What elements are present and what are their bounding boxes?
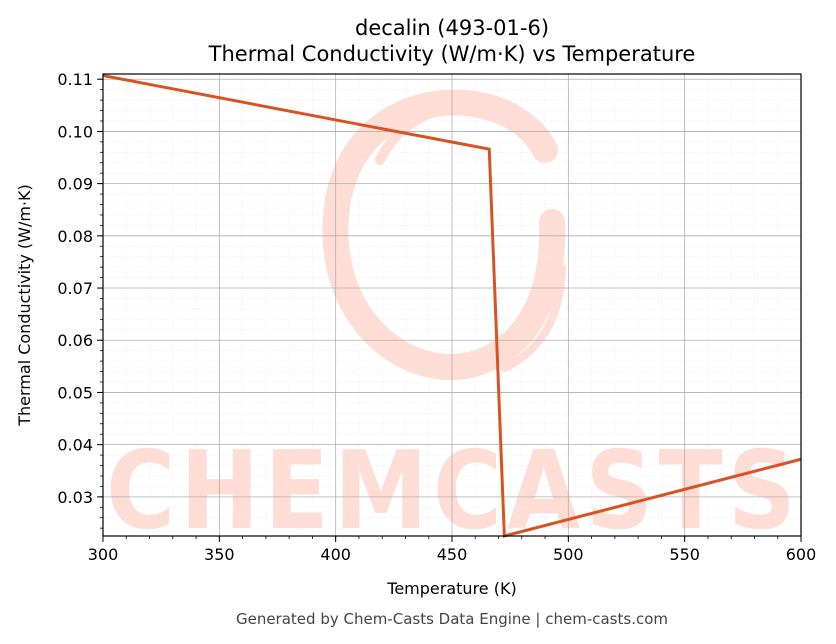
chart-subtitle: Thermal Conductivity (W/m·K) vs Temperat…: [208, 42, 696, 66]
x-axis-label: Temperature (K): [386, 579, 516, 598]
y-tick-label: 0.06: [57, 331, 93, 350]
x-tick-label: 400: [320, 545, 351, 564]
x-tick-label: 300: [88, 545, 119, 564]
footer-credit: Generated by Chem-Casts Data Engine | ch…: [236, 610, 668, 628]
x-tick-label: 550: [669, 545, 700, 564]
chart-title: decalin (493-01-6): [355, 16, 549, 40]
major-grid: [102, 74, 802, 536]
y-tick-label: 0.08: [57, 227, 93, 246]
y-axis-label: Thermal Conductivity (W/m·K): [15, 184, 34, 427]
y-tick-label: 0.03: [57, 488, 93, 507]
y-tick-label: 0.09: [57, 175, 93, 194]
series-layer: [102, 74, 802, 538]
y-tick-label: 0.04: [57, 436, 93, 455]
x-tick-label: 500: [553, 545, 584, 564]
y-tick-label: 0.07: [57, 279, 93, 298]
x-axis-ticks: 300 350 400 450 500 550 600: [88, 536, 817, 564]
y-axis-ticks: 0.03 0.04 0.05 0.06 0.07 0.08 0.09 0.10 0.11: [57, 70, 103, 529]
y-tick-label: 0.10: [57, 122, 93, 141]
x-tick-label: 450: [437, 545, 468, 564]
x-tick-label: 350: [204, 545, 235, 564]
x-tick-label: 600: [786, 545, 817, 564]
y-tick-label: 0.11: [57, 70, 93, 89]
watermark-text: CHEMCASTS: [106, 429, 801, 554]
y-tick-label: 0.05: [57, 383, 93, 402]
series-line: [102, 74, 802, 538]
watermark-swirl-icon: [322, 89, 566, 380]
